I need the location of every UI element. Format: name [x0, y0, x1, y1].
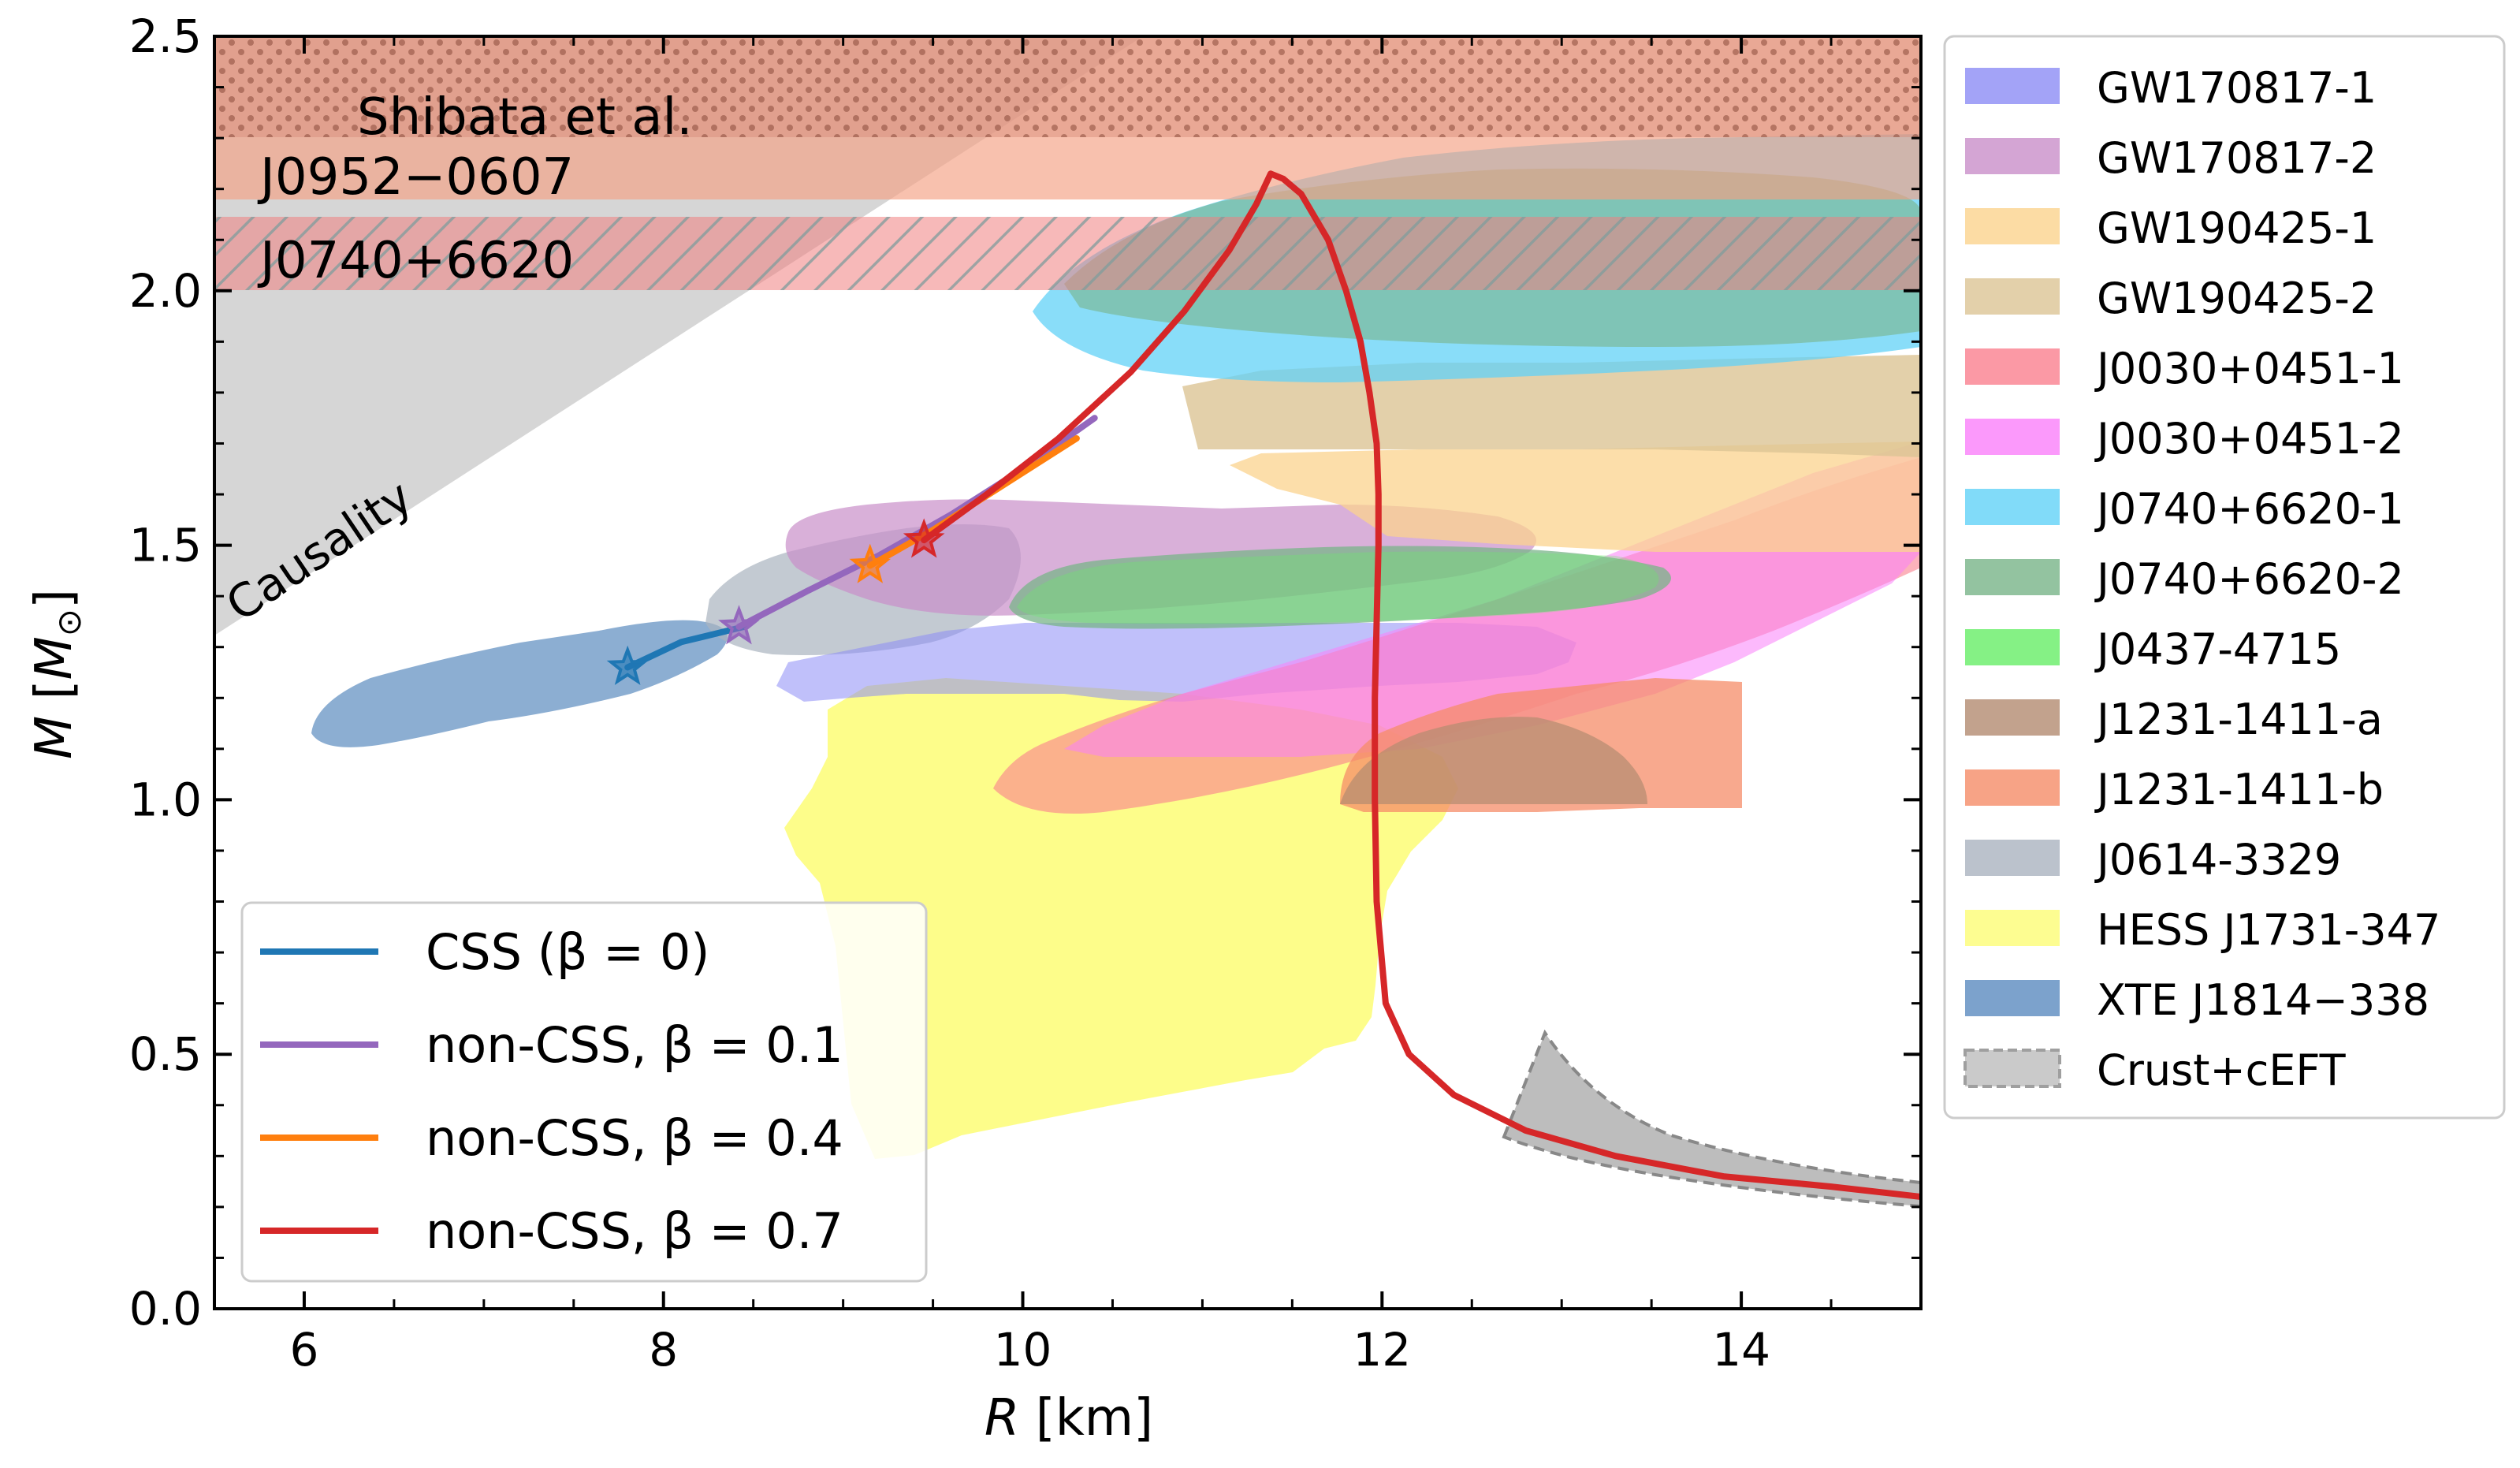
x-tick-label: 10: [994, 1323, 1052, 1377]
legend-region-swatch-12: [1965, 910, 2060, 946]
series-star-marker-1: [718, 605, 760, 645]
legend-region-label-6: J0740+6620-1: [2094, 484, 2404, 534]
series-line-3: [921, 170, 1921, 1200]
legend-region-swatch-8: [1965, 629, 2060, 665]
region-hess-j1731-347: [784, 678, 1458, 1159]
region-gw190425-1: [1230, 442, 1921, 552]
plot-frame: [213, 35, 1923, 1310]
y-tick-label: 1.5: [129, 519, 202, 572]
legend-region-swatch-10: [1965, 769, 2060, 806]
legend-lines-frame: [240, 901, 928, 1283]
legend-region-label-2: GW190425-1: [2097, 203, 2377, 253]
band-shibata-dots: [214, 36, 1921, 137]
legend-line-label-0: CSS (β = 0): [426, 923, 709, 981]
legend-region-swatch-4: [1965, 348, 2060, 385]
region-xte-j1814-338: [311, 620, 728, 747]
legend-regions: GW170817-1 GW170817-2 GW190425-1 GW190425-2…: [1943, 35, 2506, 1120]
legend-region-swatch-11: [1965, 840, 2060, 876]
y-tick-label: 0.5: [129, 1027, 202, 1081]
legend-line-label-1: non-CSS, β = 0.1: [426, 1016, 843, 1074]
legend-region-label-7: J0740+6620-2: [2094, 554, 2404, 604]
legend-region-label-3: GW190425-2: [2097, 274, 2377, 323]
y-axis-label: M [M⊙]: [25, 589, 88, 759]
y-tick-label: 2.5: [129, 9, 202, 63]
series-line-0: [624, 623, 748, 671]
legend-regions-frame: [1943, 35, 2506, 1120]
legend-region-label-8: J0437-4715: [2094, 624, 2341, 674]
region-j0740-6620-2: [1009, 546, 1671, 629]
legend-region-label-1: GW170817-2: [2097, 133, 2377, 183]
series-star-marker-2: [849, 543, 891, 583]
x-axis-label: R [km]: [985, 1389, 1153, 1448]
legend-lines-items: CSS (β = 0) non-CSS, β = 0.1 non-CSS, β = …: [260, 923, 843, 1260]
band-label-j0952: J0952−0607: [257, 148, 574, 207]
x-tick-label: 14: [1712, 1323, 1770, 1377]
x-tick-label: 12: [1353, 1323, 1411, 1377]
legend-region-label-11: J0614-3329: [2094, 835, 2341, 885]
series-star-marker-3: [903, 518, 945, 558]
y-tick-label: 1.0: [129, 773, 202, 826]
legend-region-swatch-0: [1965, 68, 2060, 104]
legend-line-label-2: non-CSS, β = 0.4: [426, 1109, 843, 1167]
legend-region-label-12: HESS J1731-347: [2097, 905, 2440, 955]
legend-region-swatch-7: [1965, 559, 2060, 595]
legend-region-swatch-3: [1965, 278, 2060, 315]
y-tick-label: 2.0: [129, 264, 202, 318]
y-tick-label: 0.0: [129, 1282, 202, 1336]
legend-region-label-13: XTE J1814−338: [2097, 975, 2429, 1025]
series-layer: [606, 170, 1921, 1200]
x-tick-label: 8: [649, 1323, 678, 1377]
legend-region-swatch-9: [1965, 699, 2060, 736]
legend-region-label-5: J0030+0451-2: [2094, 414, 2404, 464]
legend-region-label-4: J0030+0451-1: [2094, 344, 2404, 393]
legend-region-swatch-2: [1965, 208, 2060, 244]
legend-line-label-3: non-CSS, β = 0.7: [426, 1202, 843, 1260]
legend-region-swatch-6: [1965, 489, 2060, 525]
legend-region-swatch-13: [1965, 980, 2060, 1016]
legend-region-swatch-14: [1964, 1049, 2061, 1088]
ticks-layer: 6 8 10 12 14 0.0 0.5 1.0 1.5 2.0 2.5: [129, 9, 1923, 1377]
series-star-marker-0: [606, 645, 649, 685]
legend-region-swatch-1: [1965, 138, 2060, 174]
legend-region-label-10: J1231-1411-b: [2094, 765, 2384, 814]
band-label-j0740: J0740+6620: [257, 232, 574, 290]
band-label-shibata: Shibata et al.: [357, 88, 693, 147]
legend-region-label-9: J1231-1411-a: [2094, 695, 2383, 744]
plot-area: [214, 36, 1921, 1209]
legend-region-label-0: GW170817-1: [2097, 63, 2377, 113]
region-j0437-4715: [1017, 551, 1659, 624]
x-tick-label: 6: [289, 1323, 318, 1377]
legend-regions-items: GW170817-1 GW170817-2 GW190425-1 GW190425-2…: [1964, 63, 2440, 1095]
band-j0740-6620-hatch: [214, 217, 1921, 290]
region-crust-cEFT: [1502, 1029, 1921, 1209]
legend-lines: CSS (β = 0) non-CSS, β = 0.1 non-CSS, β = …: [240, 901, 928, 1283]
legend-region-swatch-5: [1965, 419, 2060, 455]
region-j1231-1411-a: [1340, 717, 1647, 804]
legend-region-label-14: Crust+cEFT: [2097, 1045, 2347, 1095]
